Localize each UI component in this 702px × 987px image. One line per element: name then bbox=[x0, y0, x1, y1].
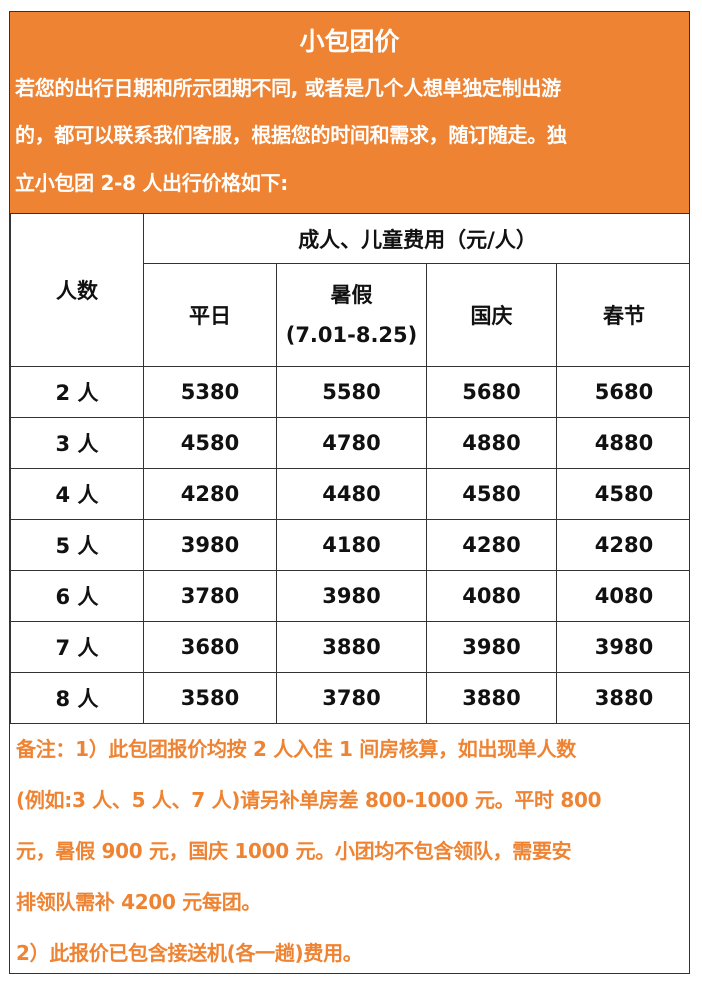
summer-label: 暑假 bbox=[330, 283, 373, 307]
price-cell: 4780 bbox=[276, 417, 427, 469]
price-cell: 4280 bbox=[555, 519, 689, 571]
col-weekday: 平日 bbox=[143, 263, 277, 367]
price-cell: 3880 bbox=[555, 672, 689, 724]
intro-line: 若您的出行日期和所示团期不同, 或者是几个人想单独定制出游 bbox=[15, 76, 561, 100]
table-row: 8 人 3580 3780 3880 3880 bbox=[10, 672, 689, 724]
price-cell: 4280 bbox=[143, 468, 277, 520]
price-cell: 4880 bbox=[555, 417, 689, 469]
price-card: 小包团价 若您的出行日期和所示团期不同, 或者是几个人想单独定制出游 的，都可以… bbox=[9, 11, 690, 974]
price-cell: 4580 bbox=[426, 468, 557, 520]
price-cell: 4080 bbox=[555, 570, 689, 622]
price-cell: 4180 bbox=[276, 519, 427, 571]
price-cell: 3880 bbox=[276, 621, 427, 673]
col-summer: 暑假 (7.01-8.25) bbox=[276, 263, 427, 367]
fee-header: 成人、儿童费用（元/人） bbox=[142, 213, 689, 264]
price-cell: 3980 bbox=[276, 570, 427, 622]
note-line: 备注：1）此包团报价均按 2 人入住 1 间房核算，如出现单人数 bbox=[16, 737, 576, 761]
price-cell: 4580 bbox=[555, 468, 689, 520]
note-line: 排领队需补 4200 元每团。 bbox=[16, 890, 262, 914]
price-cell: 3680 bbox=[143, 621, 277, 673]
note-line: (例如:3 人、5 人、7 人)请另补单房差 800-1000 元。平时 800 bbox=[16, 788, 602, 812]
header-banner: 小包团价 若您的出行日期和所示团期不同, 或者是几个人想单独定制出游 的，都可以… bbox=[10, 12, 689, 214]
note-line: 元，暑假 900 元，国庆 1000 元。小团均不包含领队，需要安 bbox=[16, 839, 572, 863]
price-cell: 4280 bbox=[426, 519, 557, 571]
table-row: 2 人 5380 5580 5680 5680 bbox=[10, 366, 689, 418]
note-line: 2）此报价已包含接送机(各一趟)费用。 bbox=[16, 941, 363, 965]
col-spring-festival: 春节 bbox=[555, 263, 689, 367]
price-cell: 3880 bbox=[426, 672, 557, 724]
price-cell: 5680 bbox=[555, 366, 689, 418]
price-cell: 4480 bbox=[276, 468, 427, 520]
price-cell: 5680 bbox=[426, 366, 557, 418]
intro-line: 的，都可以联系我们客服，根据您的时间和需求，随订随走。独 bbox=[15, 123, 567, 147]
people-count-cell: 5 人 bbox=[10, 519, 144, 571]
price-cell: 4580 bbox=[143, 417, 277, 469]
price-cell: 3580 bbox=[143, 672, 277, 724]
price-cell: 3980 bbox=[426, 621, 557, 673]
price-cell: 3980 bbox=[143, 519, 277, 571]
price-cell: 3780 bbox=[276, 672, 427, 724]
people-header: 人数 bbox=[10, 213, 144, 367]
people-count-cell: 4 人 bbox=[10, 468, 144, 520]
notes: 备注：1）此包团报价均按 2 人入住 1 间房核算，如出现单人数 (例如:3 人… bbox=[16, 724, 602, 973]
price-cell: 4880 bbox=[426, 417, 557, 469]
summer-range: (7.01-8.25) bbox=[285, 323, 418, 347]
page-title: 小包团价 bbox=[299, 27, 400, 56]
table-row: 6 人 3780 3980 4080 4080 bbox=[10, 570, 689, 622]
intro-line: 立小包团 2-8 人出行价格如下: bbox=[15, 171, 288, 195]
table-row: 7 人 3680 3880 3980 3980 bbox=[10, 621, 689, 673]
price-cell: 3980 bbox=[555, 621, 689, 673]
table-row: 4 人 4280 4480 4580 4580 bbox=[10, 468, 689, 520]
people-count-cell: 6 人 bbox=[10, 570, 144, 622]
table-row: 5 人 3980 4180 4280 4280 bbox=[10, 519, 689, 571]
people-count-cell: 7 人 bbox=[10, 621, 144, 673]
price-cell: 5380 bbox=[143, 366, 277, 418]
price-table: 人数 成人、儿童费用（元/人） 平日 暑假 (7.01-8.25) 国庆 春节 2… bbox=[10, 213, 689, 724]
table-row: 3 人 4580 4780 4880 4880 bbox=[10, 417, 689, 469]
people-count-cell: 8 人 bbox=[10, 672, 144, 724]
col-national-day: 国庆 bbox=[426, 263, 557, 367]
price-cell: 5580 bbox=[276, 366, 427, 418]
people-count-cell: 2 人 bbox=[10, 366, 144, 418]
people-count-cell: 3 人 bbox=[10, 417, 144, 469]
price-cell: 3780 bbox=[143, 570, 277, 622]
price-cell: 4080 bbox=[426, 570, 557, 622]
